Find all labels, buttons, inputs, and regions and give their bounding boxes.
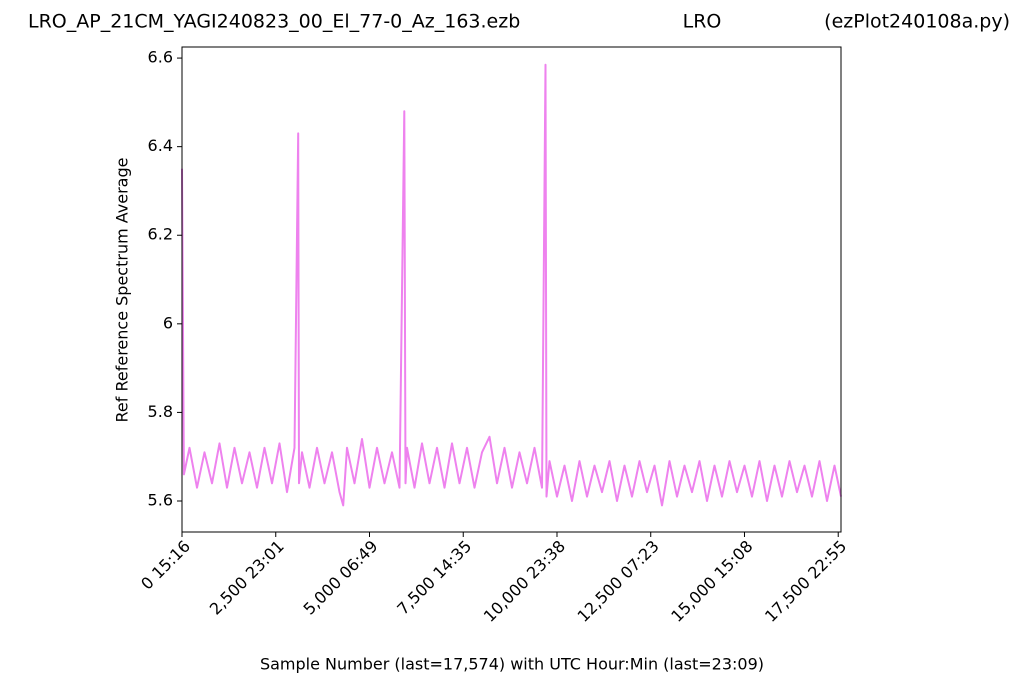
- script-name: (ezPlot240108a.py): [824, 11, 1010, 33]
- x-tick-label: 5,000 06:49: [299, 537, 381, 619]
- x-axis-label: Sample Number (last=17,574) with UTC Hou…: [260, 655, 764, 674]
- y-tick-label: 5.8: [148, 402, 173, 421]
- x-tick-label: 2,500 23:01: [206, 537, 288, 619]
- x-tick-label: 0 15:16: [137, 537, 194, 594]
- x-tick-label: 15,000 15:08: [667, 537, 756, 626]
- chart-title: LRO_AP_21CM_YAGI240823_00_El_77-0_Az_163…: [28, 11, 520, 33]
- y-tick-label: 6.2: [148, 225, 173, 244]
- y-tick-label: 6.6: [148, 48, 173, 67]
- y-axis-label: Ref Reference Spectrum Average: [113, 158, 132, 423]
- y-tick-label: 5.6: [148, 490, 173, 509]
- data-line: [181, 63, 842, 507]
- y-tick-label: 6: [163, 313, 173, 332]
- plot-frame: [181, 46, 842, 533]
- x-tick-label: 17,500 22:55: [761, 537, 850, 626]
- x-tick-label: 7,500 14:35: [393, 537, 475, 619]
- x-tick-label: 10,000 23:38: [480, 537, 569, 626]
- y-tick-label: 6.4: [148, 136, 173, 155]
- x-tick-label: 12,500 07:23: [574, 537, 663, 626]
- station: LRO: [683, 11, 722, 33]
